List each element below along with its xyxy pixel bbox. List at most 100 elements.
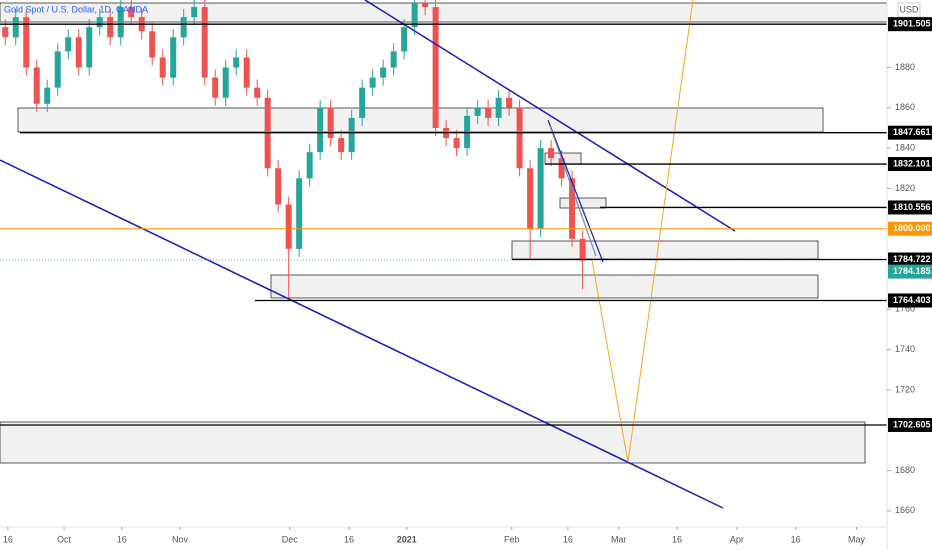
x-tick-label: Dec xyxy=(282,534,299,544)
candle-body xyxy=(212,77,219,98)
candle-body xyxy=(432,7,439,128)
candle-body xyxy=(254,87,261,98)
candle-body xyxy=(275,168,282,205)
level-label: 1810.556 xyxy=(893,202,931,212)
trend-line xyxy=(364,0,736,232)
x-tick-label: 16 xyxy=(563,534,573,544)
x-tick-label: Apr xyxy=(730,534,744,544)
candle-body xyxy=(474,107,481,116)
candle-body xyxy=(12,17,19,38)
candle-body xyxy=(359,87,366,118)
y-tick-label: 1720 xyxy=(895,384,915,394)
candle-body xyxy=(54,51,61,88)
candle-body xyxy=(243,57,250,88)
candle-body xyxy=(548,148,555,159)
x-tick-label: Mar xyxy=(611,534,627,544)
candle-body xyxy=(485,107,492,118)
candle-body xyxy=(422,3,429,8)
level-label: 1764.403 xyxy=(893,295,931,305)
zone xyxy=(0,2,887,23)
candle-body xyxy=(191,7,198,18)
candle-body xyxy=(233,57,240,68)
zone xyxy=(511,240,819,260)
x-tick-label: 16 xyxy=(672,534,682,544)
y-tick-label: 1760 xyxy=(895,304,915,314)
candle-body xyxy=(338,138,345,153)
candle-body xyxy=(569,178,576,239)
drawings xyxy=(0,2,887,464)
y-tick-label: 1880 xyxy=(895,62,915,72)
candle-body xyxy=(117,7,124,38)
candle-body xyxy=(411,3,418,28)
x-tick-label: Feb xyxy=(504,534,520,544)
candle-body xyxy=(369,77,376,88)
zone xyxy=(559,197,607,209)
candle-body xyxy=(401,27,408,52)
candle-body xyxy=(495,97,502,118)
currency-box xyxy=(897,2,921,18)
last-price-tag xyxy=(888,264,932,279)
y-tick-label: 1660 xyxy=(895,505,915,515)
candle-body xyxy=(527,168,534,229)
projection xyxy=(591,0,694,463)
x-tick-label: 2021 xyxy=(397,534,417,544)
candle-body xyxy=(453,138,460,149)
x-tick-label: 16 xyxy=(117,534,127,544)
x-tick-label: 16 xyxy=(3,534,13,544)
candle-body xyxy=(170,37,177,78)
level-tag xyxy=(888,221,932,236)
trend-line xyxy=(549,125,597,257)
candle-body xyxy=(44,87,51,104)
y-tick-label: 1860 xyxy=(895,102,915,112)
x-tick-label: Oct xyxy=(57,534,72,544)
level-tag xyxy=(888,200,932,215)
currency: USD xyxy=(899,4,919,14)
candle-body xyxy=(380,67,387,78)
candle-body xyxy=(327,107,334,139)
candle-body xyxy=(33,67,40,104)
candle-body xyxy=(464,115,471,149)
zone xyxy=(270,274,819,299)
candle-body xyxy=(65,37,72,52)
level-tag xyxy=(888,418,932,433)
y-tick-label: 1820 xyxy=(895,183,915,193)
candle-body xyxy=(86,27,93,68)
candle-body xyxy=(23,17,30,68)
candle-body xyxy=(159,57,166,78)
candle-body xyxy=(506,97,513,108)
x-tick-label: Nov xyxy=(172,534,189,544)
level-label: 1901.505 xyxy=(893,19,931,29)
candle-body xyxy=(306,152,313,179)
level-label: 1847.661 xyxy=(893,127,931,137)
level-label: 1784.722 xyxy=(893,254,931,264)
chart-title: Gold Spot / U.S. Dollar, 1D, OANDA xyxy=(4,4,148,14)
candle-body xyxy=(516,107,523,169)
x-tick-label: May xyxy=(848,534,866,544)
y-tick-label: 1680 xyxy=(895,465,915,475)
level-tag xyxy=(888,293,932,308)
candle-body xyxy=(201,7,208,78)
candle-body xyxy=(96,17,103,28)
candle-body xyxy=(75,37,82,68)
candle-body xyxy=(149,31,156,58)
level-label: 1832.101 xyxy=(893,158,931,168)
candle-body xyxy=(317,107,324,153)
zone xyxy=(17,107,824,133)
candle-body xyxy=(222,67,229,98)
level-tag xyxy=(888,252,932,267)
level-label: 1702.605 xyxy=(893,419,931,429)
candle-body xyxy=(107,17,114,38)
candle-body xyxy=(296,178,303,249)
trend-line xyxy=(0,159,724,509)
candle-body xyxy=(2,27,9,38)
candle-body xyxy=(285,204,292,249)
x-tick-label: 16 xyxy=(344,534,354,544)
zone xyxy=(0,421,866,464)
y-tick-label: 1840 xyxy=(895,142,915,152)
x-tick-label: 16 xyxy=(791,534,801,544)
y-tick-label: 1740 xyxy=(895,344,915,354)
candle-body xyxy=(537,148,544,229)
level-tag xyxy=(888,125,932,140)
candle-body xyxy=(390,51,397,68)
